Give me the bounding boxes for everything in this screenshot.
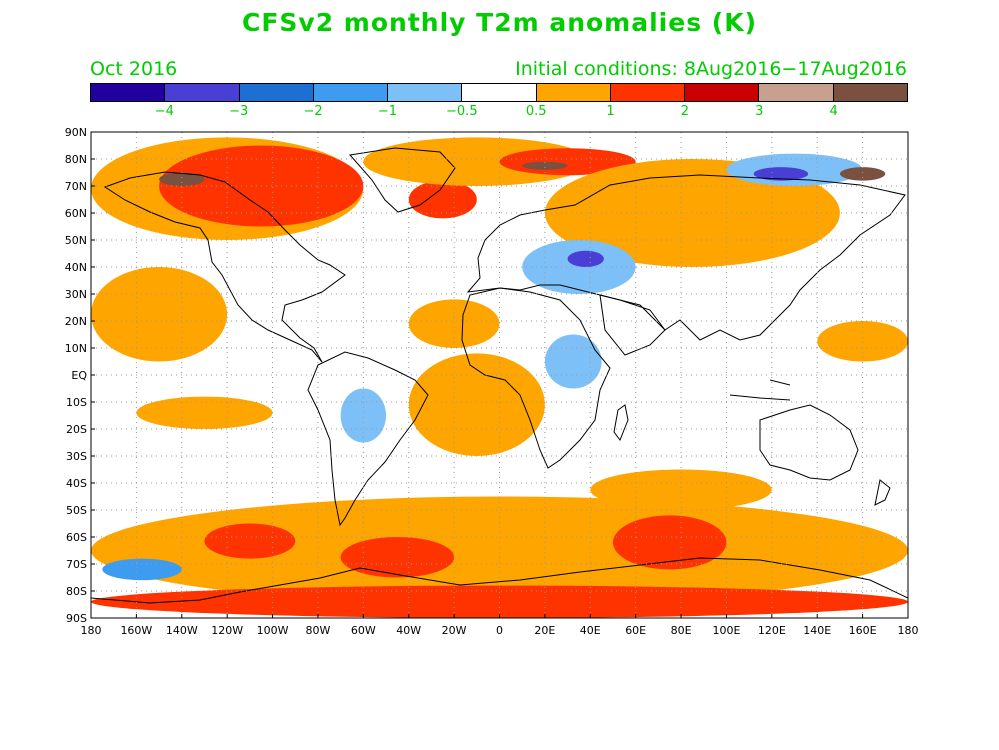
coastline-indonesia <box>729 379 791 401</box>
coastline-antarctica <box>91 557 908 604</box>
legend-label: 2 <box>680 104 690 119</box>
lat-tick-label: 90N <box>65 126 87 139</box>
lat-tick-label: 50N <box>65 234 87 247</box>
anomaly-patch-western-pacific-n <box>817 321 908 362</box>
anomaly-patch-tropical-atlantic <box>408 353 545 457</box>
lon-tick-label: 180 <box>81 624 102 637</box>
anomaly-patch-antarctic-coast-warm <box>91 585 908 618</box>
legend-label: −2 <box>303 104 323 119</box>
anomaly-patch-n-atlantic-arctic <box>363 137 591 186</box>
lon-tick-label: 60E <box>625 624 646 637</box>
lon-tick-label: 40W <box>396 624 421 637</box>
legend-label: 1 <box>606 104 615 119</box>
anomaly-patch-southern-ocean-warm-1 <box>204 523 296 559</box>
lon-tick-label: 180 <box>898 624 919 637</box>
lat-tick-label: 50S <box>66 504 87 517</box>
lon-tick-label: 20E <box>534 624 555 637</box>
coastline-north-america <box>103 171 346 363</box>
lat-tick-label: 30S <box>66 450 87 463</box>
lon-tick-label: 140E <box>803 624 831 637</box>
anomaly-patch-north-atlantic-band <box>408 299 500 349</box>
lat-tick-label: 60N <box>65 207 87 220</box>
lon-tick-label: 40E <box>580 624 601 637</box>
legend-swatch-9 <box>685 84 760 101</box>
lat-tick-label: 30N <box>65 288 87 301</box>
anomaly-patch-east-africa-cold <box>544 334 602 389</box>
lat-tick-label: 90S <box>66 612 87 625</box>
legend-label: −1 <box>377 104 398 119</box>
page-title: CFSv2 monthly T2m anomalies (K) <box>241 8 758 37</box>
legend-swatch-6 <box>462 84 537 101</box>
legend-swatch-7 <box>536 84 611 101</box>
anomaly-patch-barents-core <box>522 161 568 170</box>
lon-tick-label: 0 <box>496 624 503 637</box>
anomaly-patch-chukchi-warm <box>839 167 886 181</box>
anomaly-patch-greenland-sea <box>408 180 477 219</box>
lat-tick-label: 20S <box>66 423 87 436</box>
coastline-australia <box>759 404 859 481</box>
anomaly-patch-south-america-cold <box>340 388 387 443</box>
legend-swatch-10 <box>759 84 834 101</box>
lon-tick-label: 120E <box>758 624 786 637</box>
legend-swatch-2 <box>165 84 240 101</box>
coastline-madagascar <box>613 404 629 442</box>
legend-label: 0.5 <box>525 104 547 119</box>
lat-tick-label: 80S <box>66 585 87 598</box>
legend-label: 3 <box>755 104 764 119</box>
coastline-new-zealand <box>874 479 891 506</box>
lat-tick-label: EQ <box>71 369 87 382</box>
valid-month: Oct 2016 <box>90 58 178 80</box>
initial-conditions: Initial conditions: 8Aug2016−17Aug2016 <box>515 58 907 80</box>
lat-tick-label: 20N <box>65 315 87 328</box>
legend-swatch-11 <box>833 84 907 101</box>
lon-tick-label: 60W <box>351 624 376 637</box>
lat-tick-label: 10S <box>66 396 87 409</box>
lon-tick-label: 160E <box>849 624 877 637</box>
color-legend <box>90 83 908 102</box>
anomaly-patch-south-pacific-band <box>136 396 273 429</box>
anomaly-patch-east-siberian-sea-cold-core <box>753 167 809 181</box>
legend-swatch-1 <box>91 84 166 101</box>
anomaly-patch-alaska-warm-core <box>159 172 205 186</box>
lat-tick-label: 40N <box>65 261 87 274</box>
coastline-south-america <box>307 351 429 527</box>
coastline-greenland <box>349 147 456 213</box>
lon-tick-label: 100E <box>712 624 740 637</box>
anomaly-patch-east-pacific-tropical <box>91 267 228 362</box>
lon-tick-label: 100W <box>257 624 289 637</box>
lon-tick-label: 160W <box>120 624 152 637</box>
lat-tick-label: 80N <box>65 153 87 166</box>
coastline-africa <box>461 287 611 469</box>
lat-tick-label: 40S <box>66 477 87 490</box>
legend-swatch-5 <box>388 84 463 101</box>
legend-label: −0.5 <box>446 104 478 119</box>
lat-tick-label: 70S <box>66 558 87 571</box>
lat-tick-label: 10N <box>65 342 87 355</box>
lon-tick-label: 120W <box>211 624 243 637</box>
anomaly-patch-southern-ocean-warm-3 <box>612 515 727 570</box>
legend-swatch-3 <box>239 84 314 101</box>
legend-swatch-8 <box>610 84 686 101</box>
anomaly-patch-ross-sea-cold <box>102 558 182 581</box>
anomaly-patch-southern-ocean-warm-2 <box>340 537 455 578</box>
lat-tick-label: 70N <box>65 180 87 193</box>
anomaly-patch-caspian-cold-core <box>567 250 604 267</box>
lon-tick-label: 80E <box>671 624 692 637</box>
legend-label: −3 <box>229 104 249 119</box>
lon-tick-label: 20W <box>442 624 467 637</box>
legend-label: −4 <box>154 104 174 119</box>
anomaly-patch-mediterranean-cold <box>522 240 636 294</box>
coastline-arabia <box>599 294 666 356</box>
lon-tick-label: 140W <box>166 624 198 637</box>
lon-tick-label: 80W <box>306 624 331 637</box>
lat-tick-label: 60S <box>66 531 87 544</box>
legend-swatch-4 <box>313 84 389 101</box>
legend-label: 4 <box>829 104 838 119</box>
